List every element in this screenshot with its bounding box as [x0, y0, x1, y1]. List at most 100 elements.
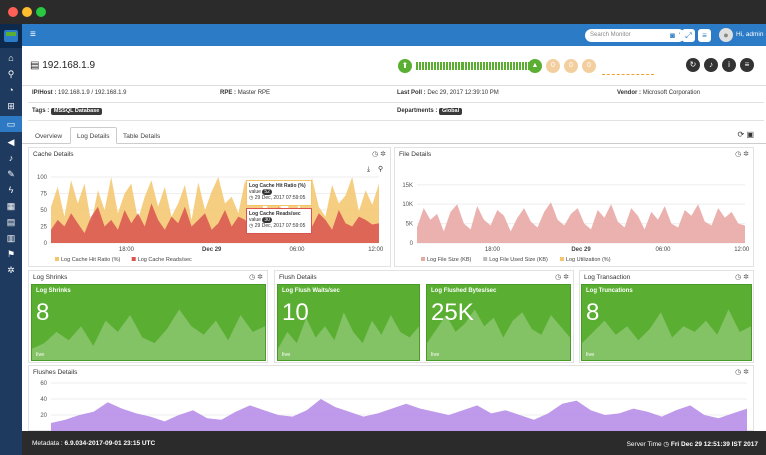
legend-swatch [421, 257, 425, 261]
refresh-icon[interactable]: ⟳ [737, 130, 745, 139]
host-header: ▤ 192.168.1.9 ⬆ ▲ 0 0 0 ↻ ♪ i ≡ [22, 46, 766, 86]
availability-segment [434, 62, 437, 70]
flag-icon[interactable]: ⚑ [6, 249, 16, 259]
tab-table-details[interactable]: Table Details [123, 133, 161, 140]
sparkline [427, 309, 570, 360]
metric-title: Log Flushed Bytes/sec [431, 288, 497, 294]
x-tick-label: Dec 29 [571, 247, 591, 253]
download-icon[interactable]: ⤓ [367, 166, 370, 173]
maximize-window-button[interactable] [36, 7, 46, 17]
user-greeting[interactable]: Hi, admin [736, 31, 764, 38]
alarm-count-major[interactable]: 0 [564, 59, 578, 73]
metric-card-log-truncations[interactable]: Log Truncations 8 live [581, 284, 752, 361]
search-icon[interactable]: ⚲ [7, 69, 15, 79]
gear-icon[interactable]: ✲ [743, 151, 749, 158]
tab-overview[interactable]: Overview [35, 133, 63, 140]
dashed-divider [602, 74, 654, 75]
clock-icon[interactable]: ◷ [735, 274, 742, 281]
y-tick-label: 10K [402, 202, 413, 208]
gear-icon[interactable]: ✲ [380, 151, 386, 158]
x-tick-label: 18:00 [119, 247, 135, 253]
availability-segment [455, 62, 458, 70]
home-icon[interactable]: ⌂ [8, 53, 14, 63]
metric-title: Log Truncations [586, 288, 633, 294]
metric-value: 10 [282, 299, 309, 326]
legend-swatch [559, 257, 564, 261]
clock-icon[interactable]: ◷ [555, 274, 562, 281]
close-window-button[interactable] [8, 7, 18, 17]
fullscreen-icon[interactable]: ⤢ [682, 29, 695, 42]
series-area [417, 202, 745, 243]
flushes-details-panel: Flushes Details ◷ ✲ 20 40 60 [28, 365, 754, 431]
availability-segment [506, 62, 509, 70]
metric-card-flushed-bytes[interactable]: Log Flushed Bytes/sec 25K live [426, 284, 571, 361]
availability-segment [519, 62, 522, 70]
y-tick-label: 50 [40, 208, 47, 214]
info-icon[interactable]: i [722, 58, 736, 72]
list-menu-icon[interactable]: ≡ [740, 58, 754, 72]
x-tick-label: 06:00 [655, 247, 671, 253]
wrench-icon[interactable]: ✎ [7, 169, 15, 179]
availability-segment [479, 62, 482, 70]
metric-live-label: live [586, 352, 595, 358]
clock-icon[interactable]: ◷ [735, 151, 742, 158]
ip-cell: IP/Host : 192.168.1.9 / 192.168.1.9 [32, 90, 126, 96]
tab-log-details[interactable]: Log Details [70, 127, 117, 144]
metric-live-label: live [431, 352, 440, 358]
legend-entry[interactable]: Log File Size (KB) [427, 257, 471, 263]
lock-icon[interactable]: ▣ [746, 130, 754, 139]
tooltip-label: value [249, 189, 261, 195]
gear-icon[interactable]: ✲ [743, 369, 749, 376]
availability-segment [500, 62, 503, 70]
tag-badge[interactable]: MSSQL Database [50, 108, 103, 115]
department-badge[interactable]: Global [439, 108, 463, 115]
clipboard-icon[interactable]: ▤ [6, 217, 16, 227]
gear-icon[interactable]: ✲ [563, 274, 569, 281]
clock-icon[interactable]: ◷ [372, 151, 379, 158]
legend-swatch [55, 257, 59, 261]
panel-tools: ◷ ✲ [249, 273, 263, 281]
metric-card-flush-waits[interactable]: Log Flush Waits/sec 10 live [277, 284, 420, 361]
legend-entry[interactable]: Log Cache Hit Ratio (%) [61, 257, 120, 263]
alarm-count-minor[interactable]: 0 [582, 59, 596, 73]
bell-icon[interactable]: ♪ [704, 58, 718, 72]
refresh-icon[interactable]: ↻ [686, 58, 700, 72]
network-icon[interactable]: ⊞ [7, 101, 15, 111]
monitors-icon[interactable]: ▭ [0, 116, 22, 132]
bell-icon[interactable]: ♪ [8, 153, 14, 163]
gear-icon[interactable]: ✲ [743, 274, 749, 281]
server-time: Server Time ◷ Fri Dec 29 12:51:39 IST 20… [626, 441, 758, 448]
gear-icon[interactable]: ✲ [257, 274, 263, 281]
report-icon[interactable]: ▥ [6, 233, 16, 243]
alert-icon[interactable]: ▲ [528, 59, 542, 73]
window-titlebar [0, 0, 766, 24]
bolt-icon[interactable]: ϟ [8, 185, 14, 195]
tooltip-value-row: value 52 [249, 189, 309, 195]
metric-card-log-shrinks[interactable]: Log Shrinks 8 live [31, 284, 266, 361]
dashboard-icon[interactable]: ◔ [8, 85, 14, 95]
info-row: IP/Host : 192.168.1.9 / 192.168.1.9 RPE … [28, 86, 764, 103]
camera-icon[interactable]: ◙ [666, 29, 679, 42]
availability-segment [491, 62, 494, 70]
legend-entry[interactable]: Log Cache Reads/sec [138, 257, 192, 263]
app-logo[interactable] [0, 24, 22, 48]
sparkline-area [427, 309, 570, 360]
availability-segment [522, 62, 525, 70]
alarm-count-critical[interactable]: 0 [546, 59, 560, 73]
menu-grid-icon[interactable]: ≡ [698, 29, 711, 42]
menu-icon[interactable]: ≡ [30, 29, 36, 40]
availability-segment [452, 62, 455, 70]
clock-icon[interactable]: ◷ [249, 274, 256, 281]
sparkline-area [278, 312, 419, 360]
minimize-window-button[interactable] [22, 7, 32, 17]
clock-icon[interactable]: ◷ [735, 369, 742, 376]
legend-entry[interactable]: Log Utilization (%) [566, 257, 611, 263]
megaphone-icon[interactable]: ◀ [7, 137, 15, 147]
zoom-icon[interactable]: ⚲ [378, 165, 383, 173]
settings-icon[interactable]: ✲ [7, 265, 15, 275]
metadata-version: Metadata : 6.9.034-2017-09-01 23:15 UTC [32, 440, 156, 447]
legend-entry[interactable]: Log File Used Size (KB) [489, 257, 548, 263]
user-avatar[interactable]: ● [719, 28, 733, 42]
calendar-icon[interactable]: ▦ [6, 201, 16, 211]
metric-value: 8 [36, 299, 50, 326]
